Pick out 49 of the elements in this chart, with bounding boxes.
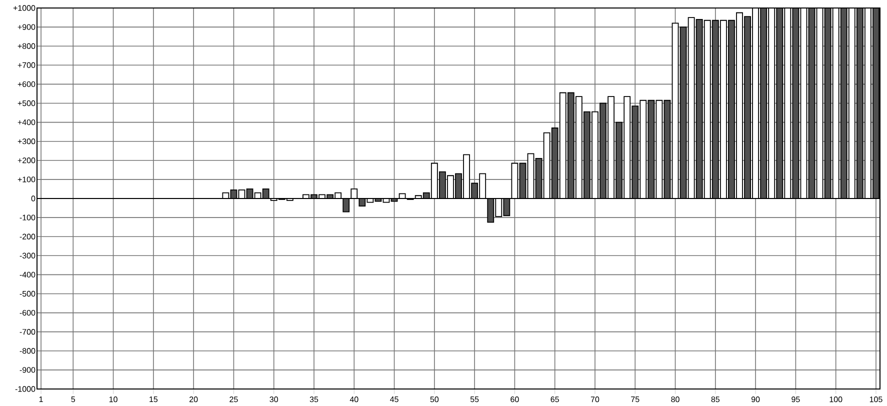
x-tick-label: 10 — [109, 396, 118, 402]
y-tick-label: +1000 — [13, 5, 36, 11]
y-tick-label: -600 — [20, 310, 36, 316]
x-tick-label: 65 — [550, 396, 559, 402]
bar — [672, 22, 679, 199]
x-tick-label: 95 — [792, 396, 800, 402]
y-tick-label: +700 — [18, 62, 36, 68]
x-tick-label: 70 — [590, 396, 600, 402]
y-tick-label: +100 — [18, 176, 36, 182]
x-tick-label: 45 — [390, 396, 398, 402]
y-tick-label: -400 — [20, 272, 36, 278]
y-tick-label: +900 — [18, 24, 36, 30]
x-tick-label: 105 — [870, 396, 882, 402]
x-tick-label: 40 — [350, 396, 358, 402]
x-tick-label: 90 — [751, 396, 760, 402]
y-tick-label: +500 — [18, 100, 36, 106]
x-tick-label: 100 — [830, 396, 842, 402]
y-tick-label: +300 — [18, 138, 36, 144]
y-tick-label: -900 — [20, 367, 36, 373]
x-tick-label: 30 — [270, 396, 278, 402]
y-tick-label: +200 — [18, 158, 36, 164]
y-tick-label: -300 — [20, 252, 36, 258]
x-tick-label: 55 — [470, 396, 479, 402]
y-tick-label: -800 — [20, 348, 36, 354]
y-tick-label: +800 — [18, 43, 36, 49]
y-tick-label: 0 — [31, 196, 36, 202]
x-tick-label: 25 — [230, 396, 238, 402]
x-tick-label: 20 — [190, 396, 198, 402]
x-tick-label: 60 — [510, 396, 519, 402]
x-tick-label: 85 — [711, 396, 720, 402]
y-tick-label: -500 — [20, 290, 36, 297]
y-tick-label: -1000 — [15, 386, 36, 392]
x-tick-label: 50 — [430, 396, 439, 402]
bar — [808, 8, 816, 199]
bar — [519, 162, 526, 199]
y-tick-label: -100 — [20, 214, 36, 220]
bar — [664, 100, 671, 199]
x-tick-label: 75 — [631, 396, 640, 402]
y-tick-label: -200 — [20, 234, 36, 240]
x-tick-label: 5 — [71, 396, 76, 402]
bar — [511, 162, 518, 199]
y-tick-label: +400 — [18, 119, 36, 126]
x-tick-label: 15 — [150, 396, 158, 402]
y-tick-label: +600 — [18, 81, 36, 88]
y-tick-label: -700 — [20, 329, 36, 335]
x-tick-label: 1 — [39, 396, 43, 402]
x-tick-label: 35 — [310, 396, 318, 402]
bar — [680, 26, 687, 199]
x-tick-label: 80 — [671, 396, 680, 402]
